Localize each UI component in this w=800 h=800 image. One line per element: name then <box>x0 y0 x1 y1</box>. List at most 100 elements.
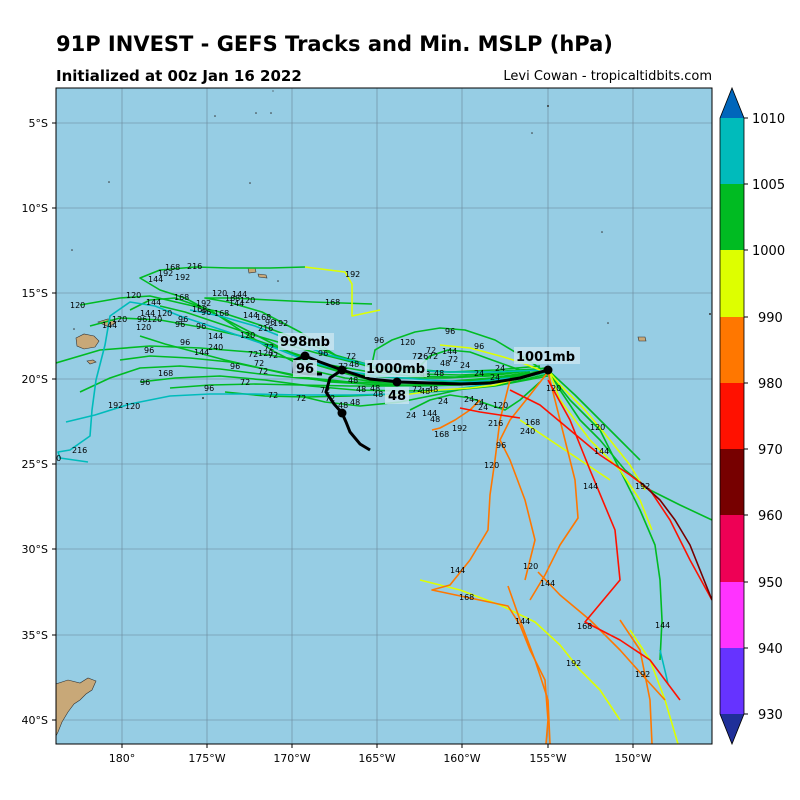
svg-text:24: 24 <box>460 361 470 370</box>
svg-text:96: 96 <box>474 342 484 351</box>
svg-text:120: 120 <box>258 349 273 358</box>
colorbar-tick: 1000 <box>752 244 785 259</box>
ensemble-track <box>431 379 549 744</box>
svg-text:120: 120 <box>546 384 561 393</box>
lat-label: 25°S <box>22 458 48 471</box>
svg-text:168: 168 <box>256 313 271 322</box>
svg-text:96: 96 <box>196 322 206 331</box>
svg-text:168: 168 <box>459 593 474 602</box>
ensemble-track <box>204 297 549 376</box>
svg-text:72: 72 <box>412 385 422 394</box>
svg-text:192: 192 <box>196 299 211 308</box>
lat-label: 30°S <box>22 543 48 556</box>
ensemble-track <box>409 381 541 411</box>
svg-text:168: 168 <box>532 774 547 783</box>
svg-text:120: 120 <box>240 296 255 305</box>
svg-text:144: 144 <box>194 348 209 357</box>
svg-text:24: 24 <box>464 395 474 404</box>
svg-text:96: 96 <box>180 338 190 347</box>
samoa-land-small <box>257 273 268 279</box>
svg-text:24: 24 <box>490 373 500 382</box>
mean-track-point <box>300 351 310 361</box>
svg-text:120: 120 <box>157 309 172 318</box>
svg-text:120: 120 <box>147 315 162 324</box>
svg-text:144: 144 <box>450 566 465 575</box>
svg-text:192: 192 <box>175 273 190 282</box>
svg-text:96: 96 <box>374 336 384 345</box>
svg-text:144: 144 <box>232 290 247 299</box>
svg-text:120: 120 <box>126 291 141 300</box>
lon-label: 165°W <box>358 752 395 765</box>
chart-title: 91P INVEST - GEFS Tracks and Min. MSLP (… <box>56 32 613 56</box>
svg-text:240: 240 <box>208 343 223 352</box>
lon-label: 175°W <box>188 752 225 765</box>
svg-text:168: 168 <box>192 305 207 314</box>
svg-text:48: 48 <box>430 415 440 424</box>
new-zealand-land <box>56 677 97 737</box>
colorbar-tick: 990 <box>758 311 783 326</box>
lon-label: 150°W <box>614 752 651 765</box>
svg-text:216: 216 <box>72 446 87 455</box>
ensemble-track <box>189 309 541 373</box>
colorbar-tick: 950 <box>758 576 783 591</box>
colorbar-top-extend <box>720 88 744 118</box>
ocean-area <box>56 88 712 744</box>
ensemble-track <box>459 407 521 419</box>
svg-text:48: 48 <box>338 401 348 410</box>
svg-text:72: 72 <box>264 343 274 352</box>
ensemble-track <box>509 389 712 601</box>
svg-text:120: 120 <box>590 423 605 432</box>
fiji-land <box>75 333 100 350</box>
svg-text:192: 192 <box>566 659 581 668</box>
svg-text:240: 240 <box>520 427 535 436</box>
svg-text:24: 24 <box>478 403 488 412</box>
svg-text:72: 72 <box>268 351 278 360</box>
svg-text:96: 96 <box>230 362 240 371</box>
ensemble-track <box>304 266 381 317</box>
svg-text:96: 96 <box>318 349 328 358</box>
svg-text:72: 72 <box>268 391 278 400</box>
svg-text:144: 144 <box>208 332 223 341</box>
svg-text:144: 144 <box>442 347 457 356</box>
svg-text:96: 96 <box>140 378 150 387</box>
svg-text:120: 120 <box>112 315 127 324</box>
axis-ticks <box>52 122 634 748</box>
lat-label: 35°S <box>22 629 48 642</box>
lat-label: 5°S <box>29 117 48 130</box>
ensemble-track <box>547 369 646 491</box>
svg-text:72: 72 <box>346 352 356 361</box>
svg-text:120: 120 <box>484 461 499 470</box>
mean-track-point <box>392 377 402 387</box>
ensemble-track <box>507 585 551 744</box>
svg-text:48: 48 <box>440 359 450 368</box>
svg-text:72: 72 <box>258 367 268 376</box>
longitude-labels: 180° 175°W 170°W 165°W 160°W 155°W 150°W <box>109 752 652 765</box>
lat-label: 10°S <box>22 202 48 215</box>
colorbar-tick: 970 <box>758 443 783 458</box>
cook-island <box>637 336 647 342</box>
ensemble-track <box>547 371 663 661</box>
svg-text:120: 120 <box>212 289 227 298</box>
svg-text:216: 216 <box>258 324 273 333</box>
init-time: Initialized at 00z Jan 16 2022 <box>56 67 302 85</box>
svg-text:168: 168 <box>434 430 449 439</box>
svg-text:72: 72 <box>320 386 330 395</box>
svg-text:72: 72 <box>448 355 458 364</box>
svg-text:48: 48 <box>373 390 383 399</box>
pressure-colorbar: 1010 1005 1000 990 980 970 960 950 940 9… <box>719 86 785 746</box>
colorbar-bottom-extend <box>720 714 744 744</box>
svg-text:96: 96 <box>445 327 455 336</box>
svg-text:144: 144 <box>583 482 598 491</box>
svg-text:72: 72 <box>325 394 335 403</box>
svg-text:24: 24 <box>495 364 505 373</box>
svg-text:96: 96 <box>178 315 188 324</box>
svg-text:48: 48 <box>434 369 444 378</box>
svg-text:192: 192 <box>635 482 650 491</box>
svg-text:48: 48 <box>349 360 359 369</box>
ensemble-track <box>629 629 679 744</box>
ensemble-track <box>519 419 611 481</box>
svg-text:24: 24 <box>406 411 416 420</box>
ensemble-track <box>659 649 669 685</box>
svg-text:192: 192 <box>273 319 288 328</box>
